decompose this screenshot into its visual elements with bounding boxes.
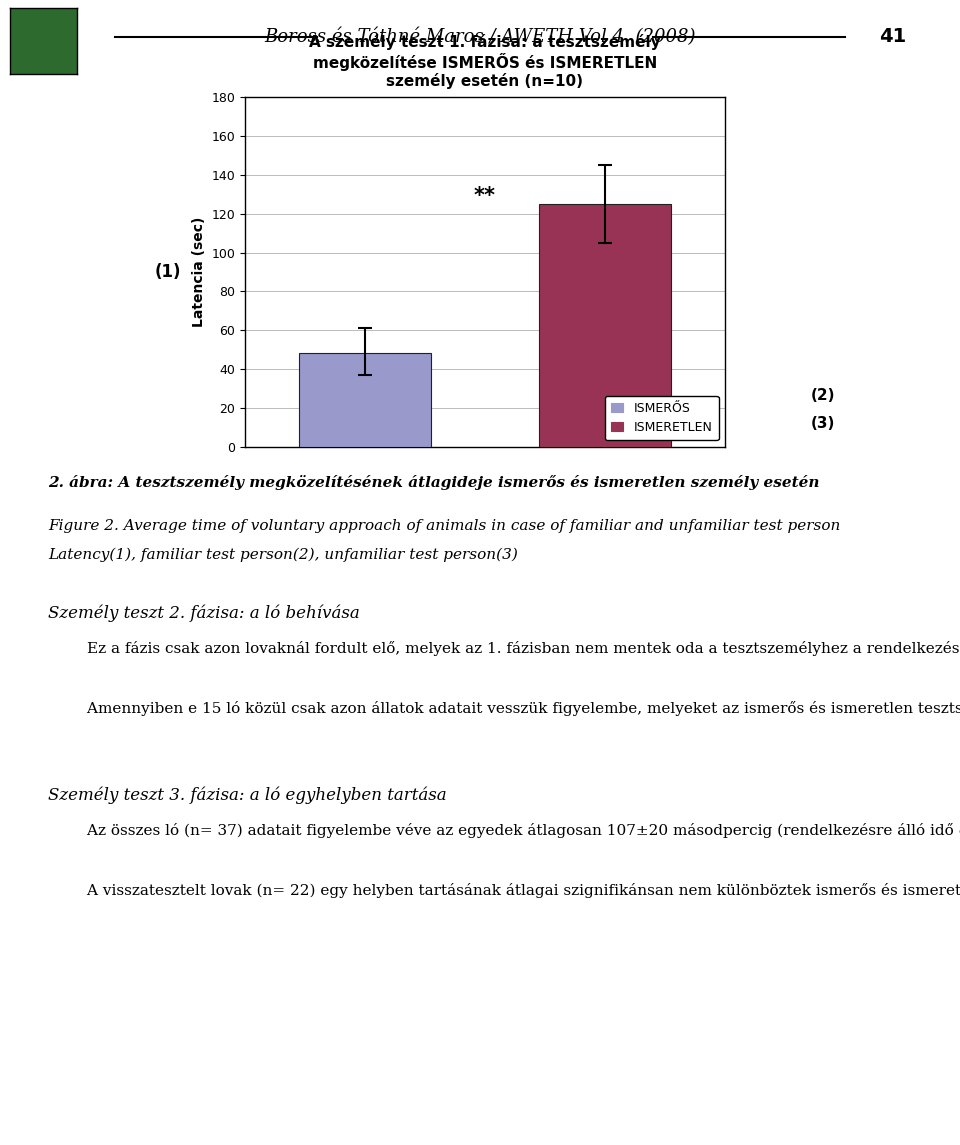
Text: A visszatesztelt lovak (n= 22) egy helyben tartásának átlagai szignifikánsan nem: A visszatesztelt lovak (n= 22) egy helyb… — [48, 883, 960, 898]
Text: (3): (3) — [811, 417, 835, 432]
Legend: ISMERŐS, ISMERETLEN: ISMERŐS, ISMERETLEN — [605, 395, 718, 441]
Text: 2. ábra: A tesztszemély megközelítésének átlagideje ismerős és ismeretlen személ: 2. ábra: A tesztszemély megközelítésének… — [48, 475, 820, 490]
Text: Személy teszt 2. fázisa: a ló behívása: Személy teszt 2. fázisa: a ló behívása — [48, 605, 360, 622]
Text: 41: 41 — [879, 27, 906, 46]
Text: (2): (2) — [811, 388, 836, 403]
Text: Az összes ló (n= 37) adatait figyelembe véve az egyedek átlagosan 107±20 másodpe: Az összes ló (n= 37) adatait figyelembe … — [48, 823, 960, 838]
Bar — [539, 204, 671, 447]
Text: (1): (1) — [155, 263, 181, 281]
Text: Latency(1), familiar test person(2), unfamiliar test person(3): Latency(1), familiar test person(2), unf… — [48, 547, 517, 562]
Text: **: ** — [474, 185, 495, 206]
Text: Személy teszt 3. fázisa: a ló egyhelyben tartása: Személy teszt 3. fázisa: a ló egyhelyben… — [48, 787, 446, 804]
Title: A személy teszt 1. fázisa: a tesztszemély
megközelítése ISMERŐS és ISMERETLEN
sz: A személy teszt 1. fázisa: a tesztszemél… — [309, 33, 660, 89]
Text: Boross és Tóthné Maros / AWETH Vol 4. (2008): Boross és Tóthné Maros / AWETH Vol 4. (2… — [264, 27, 696, 46]
Text: Amennyiben e 15 ló közül csak azon állatok adatait vesszük figyelembe, melyeket : Amennyiben e 15 ló közül csak azon állat… — [48, 701, 960, 716]
Bar — [299, 354, 431, 447]
Text: Ez a fázis csak azon lovaknál fordult elő, melyek az 1. fázisban nem mentek oda : Ez a fázis csak azon lovaknál fordult el… — [48, 641, 960, 656]
Text: Figure 2. Average time of voluntary approach of animals in case of familiar and : Figure 2. Average time of voluntary appr… — [48, 519, 840, 532]
Y-axis label: Latencia (sec): Latencia (sec) — [192, 216, 205, 327]
